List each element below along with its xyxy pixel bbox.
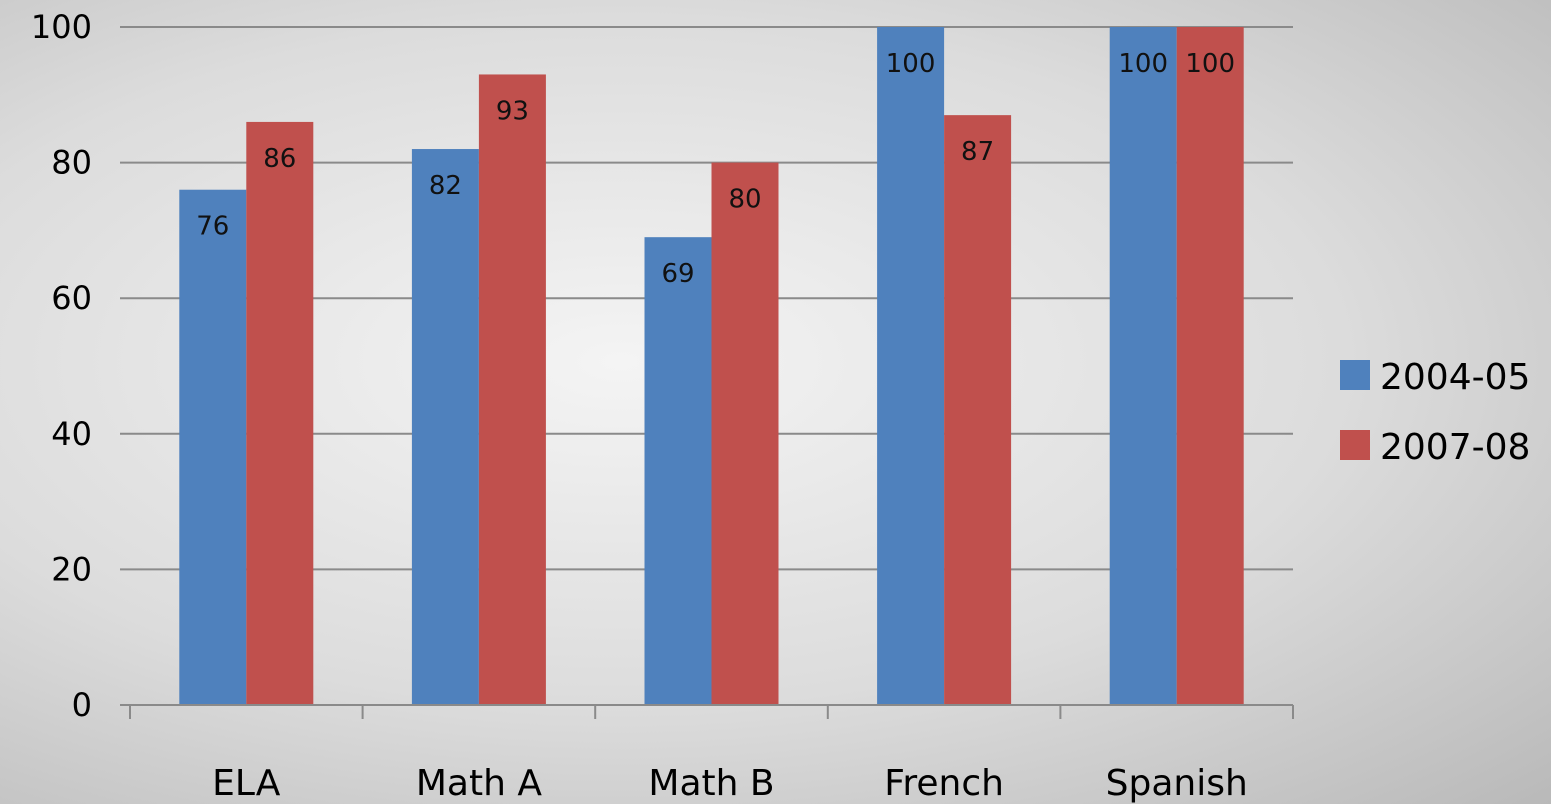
y-tick-label: 60 xyxy=(51,279,92,317)
bar-ela-2004-05 xyxy=(179,189,247,706)
data-label: 100 xyxy=(1185,49,1235,79)
x-category-label: French xyxy=(884,763,1004,804)
data-label: 69 xyxy=(661,259,694,289)
bar-spanish-2004-05 xyxy=(1109,27,1177,705)
x-axis: ELA Math A Math B French Spanish xyxy=(120,704,1294,804)
bar-french-2007-08 xyxy=(944,115,1012,705)
y-axis-ticks: 0 20 40 60 80 100 xyxy=(31,8,92,724)
data-label: 86 xyxy=(263,144,296,174)
y-tick-label: 20 xyxy=(51,550,92,588)
x-category-label: ELA xyxy=(212,763,281,804)
data-label: 87 xyxy=(961,137,994,167)
y-tick-label: 100 xyxy=(31,8,92,46)
data-label: 76 xyxy=(196,212,229,242)
x-category-label: Math B xyxy=(648,763,774,804)
bar-ela-2007-08 xyxy=(246,121,314,706)
y-tick-label: 40 xyxy=(51,415,92,453)
data-label: 100 xyxy=(886,49,936,79)
bar-math-a-2007-08 xyxy=(478,74,546,705)
data-label: 93 xyxy=(496,96,529,126)
bars xyxy=(179,27,1244,706)
legend-swatch xyxy=(1340,430,1370,460)
bar-math-b-2007-08 xyxy=(711,162,779,706)
y-tick-label: 80 xyxy=(51,144,92,182)
legend-label: 2007-08 xyxy=(1380,427,1530,468)
x-category-label: Math A xyxy=(416,763,542,804)
data-label: 82 xyxy=(429,171,462,201)
legend-swatch xyxy=(1340,360,1370,390)
data-label: 80 xyxy=(728,185,761,215)
data-label: 100 xyxy=(1118,49,1168,79)
data-labels: 76 86 82 93 69 80 100 87 100 100 xyxy=(196,49,1235,289)
x-category-label: Spanish xyxy=(1106,763,1248,804)
bar-math-b-2004-05 xyxy=(644,237,712,705)
legend: 2004-05 2007-08 xyxy=(1340,357,1530,468)
bar-french-2004-05 xyxy=(877,27,945,705)
legend-label: 2004-05 xyxy=(1380,357,1530,398)
bar-spanish-2007-08 xyxy=(1176,27,1244,705)
y-tick-label: 0 xyxy=(72,686,92,724)
bar-math-a-2004-05 xyxy=(411,149,479,706)
